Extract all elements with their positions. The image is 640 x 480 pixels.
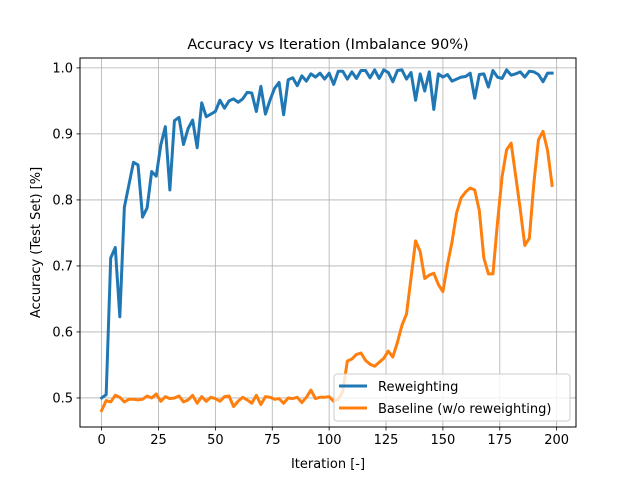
x-tick-label: 25 bbox=[150, 433, 167, 448]
series-lines bbox=[99, 68, 554, 413]
series-line-baseline bbox=[99, 129, 554, 413]
x-tick-label: 150 bbox=[430, 433, 455, 448]
y-tick-label: 0.9 bbox=[52, 127, 73, 142]
series-line-reweighting bbox=[99, 68, 554, 401]
axes-frame bbox=[79, 57, 577, 428]
x-tick-label: 0 bbox=[97, 433, 105, 448]
x-tick-label: 200 bbox=[544, 433, 569, 448]
chart-title: Accuracy vs Iteration (Imbalance 90%) bbox=[187, 37, 468, 53]
y-tick-label: 0.7 bbox=[52, 259, 73, 274]
y-tick-label: 1.0 bbox=[52, 61, 73, 76]
y-tick-label: 0.8 bbox=[52, 193, 73, 208]
y-tick-label: 0.6 bbox=[52, 325, 73, 340]
x-tick-label: 125 bbox=[374, 433, 399, 448]
axis-ticks: 0 25 50 75 100 125 150 175 200 0.5 0.6 0.7 0.8 0.9 1.0 bbox=[52, 61, 569, 448]
x-tick-label: 75 bbox=[264, 433, 281, 448]
legend: Reweighting Baseline (w/o reweighting) bbox=[333, 373, 571, 422]
legend-label-baseline: Baseline (w/o reweighting) bbox=[378, 402, 551, 417]
legend-label-reweighting: Reweighting bbox=[378, 380, 458, 395]
x-tick-label: 175 bbox=[487, 433, 512, 448]
legend-box bbox=[333, 373, 571, 422]
y-tick-label: 0.5 bbox=[52, 391, 73, 406]
y-axis-label: Accuracy (Test Set) [%] bbox=[29, 167, 44, 318]
x-tick-label: 100 bbox=[317, 433, 342, 448]
x-axis-label: Iteration [-] bbox=[291, 457, 365, 472]
x-tick-label: 50 bbox=[207, 433, 224, 448]
